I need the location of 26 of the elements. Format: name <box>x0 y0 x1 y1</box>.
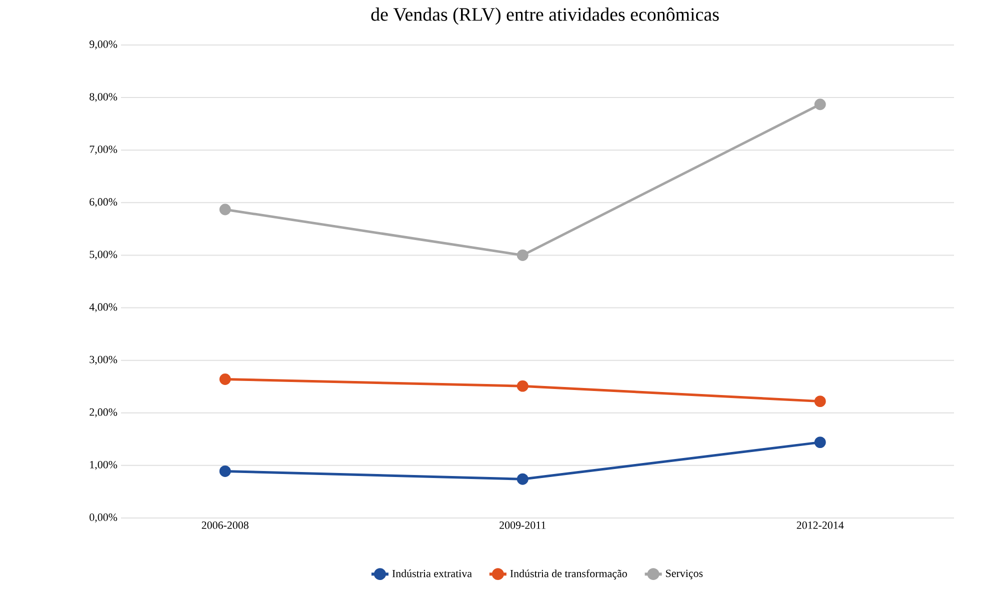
y-tick-label: 8,00% <box>90 93 118 102</box>
y-tick-label: 4,00% <box>89 303 118 312</box>
y-tick-label: 1,00% <box>90 460 118 470</box>
y-tick-label: 5,00% <box>90 250 118 260</box>
legend-label: Serviços <box>666 570 703 580</box>
y-tick-label: 7,00% <box>90 146 118 155</box>
point <box>516 249 528 261</box>
point <box>814 98 826 110</box>
y-tick-label: 2,00% <box>90 408 118 418</box>
y-tick-label: 9,00% <box>90 40 118 50</box>
x-tick-label: 2009-2011 <box>500 522 546 529</box>
y-tick-label: 0,00% <box>90 514 118 522</box>
y-tick-label: 6,00% <box>90 198 118 208</box>
point <box>219 204 231 216</box>
point <box>516 380 528 392</box>
x-tick-label: 2012-2014 <box>796 522 844 529</box>
point <box>219 374 231 385</box>
point <box>814 396 826 408</box>
chart-title: de Vendas (RLV) entre atividades econômicas <box>371 8 719 25</box>
point <box>516 473 528 485</box>
point <box>814 436 826 448</box>
x-tick-label: 2006-2008 <box>202 522 248 529</box>
legend-label: Indústria extrativa <box>392 570 472 578</box>
y-tick-label: 3,00% <box>90 356 118 365</box>
legend-label: Indústria de transformação <box>510 569 627 580</box>
point <box>219 465 231 477</box>
